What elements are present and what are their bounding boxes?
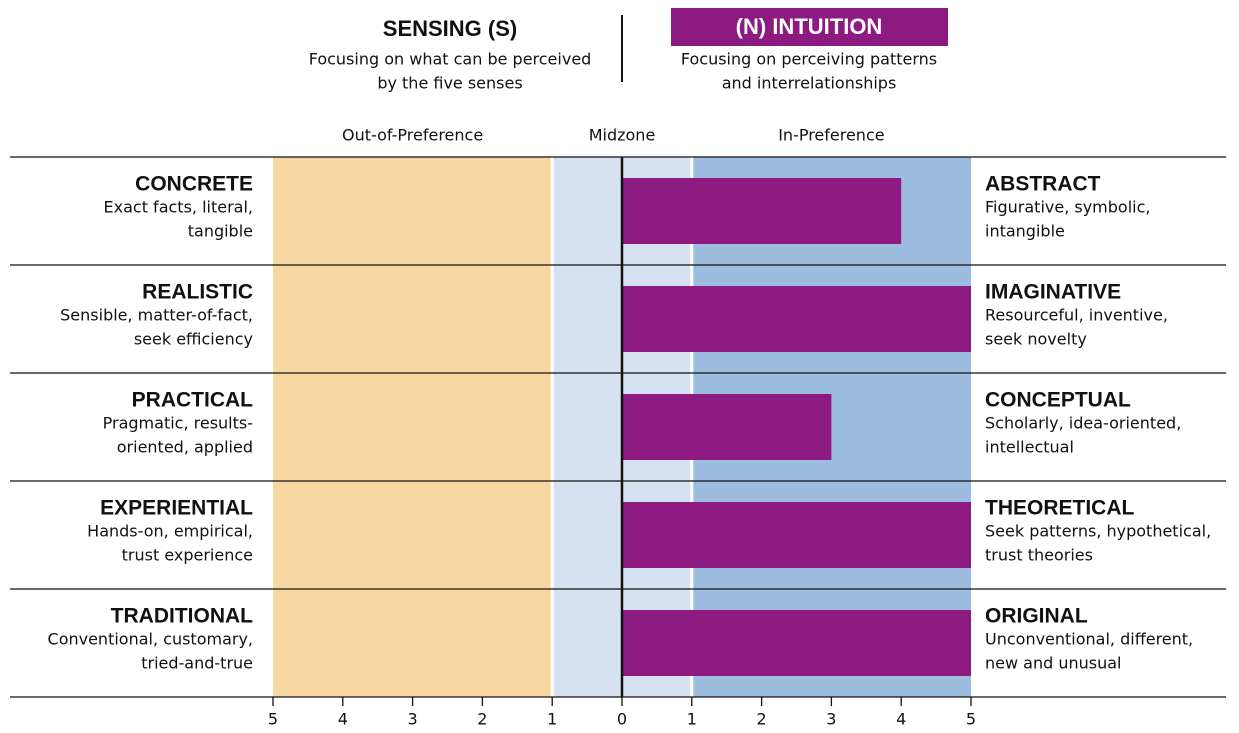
right-pole-desc: and interrelationships: [722, 74, 897, 93]
left-facet-name: REALISTIC: [142, 281, 253, 304]
left-facet-desc: Hands-on, empirical,: [87, 522, 253, 541]
right-pole-title: (N) INTUITION: [736, 14, 883, 39]
x-tick-label: 4: [896, 710, 906, 729]
right-facet-name: ORIGINAL: [985, 605, 1088, 628]
left-facet-desc: tangible: [188, 222, 253, 241]
bar: [622, 394, 832, 460]
zone: [273, 157, 553, 697]
right-facet-desc: intellectual: [985, 438, 1074, 457]
x-tick-label: 1: [687, 710, 697, 729]
left-facet-name: CONCRETE: [135, 173, 253, 196]
left-pole-desc: by the five senses: [377, 74, 522, 93]
x-tick-label: 2: [757, 710, 767, 729]
right-facet-name: THEORETICAL: [985, 497, 1135, 520]
right-pole-desc: Focusing on perceiving patterns: [681, 50, 937, 69]
bar: [622, 502, 971, 568]
right-facet-desc: seek novelty: [985, 330, 1087, 349]
zone-label: In-Preference: [778, 126, 884, 145]
x-tick-label: 1: [547, 710, 557, 729]
right-facet-desc: intangible: [985, 222, 1065, 241]
left-facet-desc: seek efficiency: [134, 330, 253, 349]
left-facet-desc: Exact facts, literal,: [104, 198, 253, 217]
right-facet-desc: Scholarly, idea-oriented,: [985, 414, 1181, 433]
zone-label: Midzone: [589, 126, 656, 145]
left-facet-name: EXPERIENTIAL: [100, 497, 253, 520]
left-pole-title: SENSING (S): [383, 16, 517, 41]
left-facet-name: PRACTICAL: [132, 389, 253, 412]
x-tick-label: 0: [617, 710, 627, 729]
right-pole-box: [671, 8, 948, 46]
right-facet-name: ABSTRACT: [985, 173, 1101, 196]
left-facet-desc: trust experience: [122, 546, 253, 565]
x-tick-label: 5: [966, 710, 976, 729]
left-facet-desc: Pragmatic, results-: [103, 414, 253, 433]
left-facet-name: TRADITIONAL: [111, 605, 253, 628]
right-facet-desc: trust theories: [985, 546, 1093, 565]
x-tick-label: 4: [338, 710, 348, 729]
left-pole-desc: Focusing on what can be perceived: [309, 50, 592, 69]
x-tick-label: 3: [408, 710, 418, 729]
x-tick-label: 2: [477, 710, 487, 729]
left-facet-desc: tried-and-true: [141, 654, 253, 673]
right-facet-desc: new and unusual: [985, 654, 1122, 673]
right-facet-desc: Figurative, symbolic,: [985, 198, 1150, 217]
bar: [622, 178, 902, 244]
x-tick-label: 3: [826, 710, 836, 729]
right-facet-name: CONCEPTUAL: [985, 389, 1131, 412]
zone-label: Out-of-Preference: [342, 126, 483, 145]
bar: [622, 610, 971, 676]
right-facet-desc: Unconventional, different,: [985, 630, 1193, 649]
right-facet-desc: Resourceful, inventive,: [985, 306, 1168, 325]
left-facet-desc: Conventional, customary,: [48, 630, 253, 649]
left-facet-desc: Sensible, matter-of-fact,: [60, 306, 253, 325]
right-facet-desc: Seek patterns, hypothetical,: [985, 522, 1211, 541]
bar: [622, 286, 971, 352]
left-facet-desc: oriented, applied: [117, 438, 253, 457]
right-facet-name: IMAGINATIVE: [985, 281, 1121, 304]
x-tick-label: 5: [268, 710, 278, 729]
